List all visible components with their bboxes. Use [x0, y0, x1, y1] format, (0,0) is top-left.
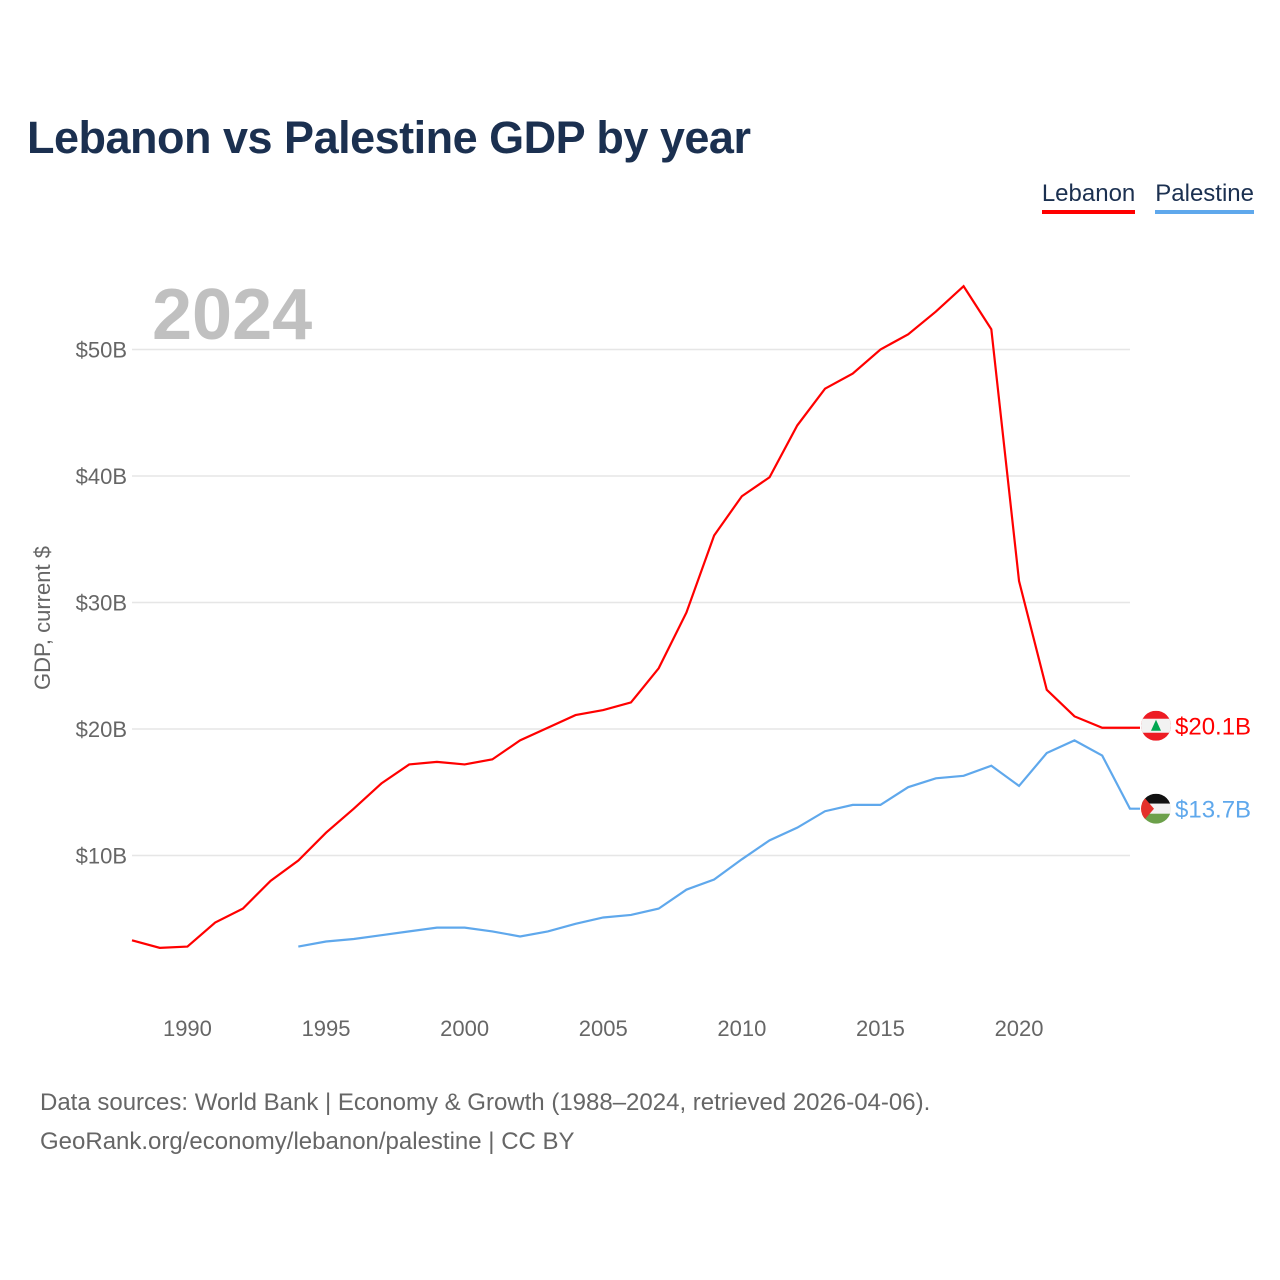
- footer: Data sources: World Bank | Economy & Gro…: [40, 1083, 930, 1161]
- y-tick-label: $20B: [76, 717, 127, 742]
- flag-body: [1141, 793, 1171, 824]
- y-tick-label: $10B: [76, 844, 127, 869]
- flag-stripe: [1141, 803, 1171, 814]
- year-watermark: 2024: [152, 275, 312, 355]
- x-tick-label: 2005: [579, 1016, 628, 1041]
- x-tick-label: 2020: [995, 1016, 1044, 1041]
- flag-lebanon-icon: [1141, 710, 1171, 741]
- series-line-lebanon: [131, 284, 1140, 949]
- x-tick-label: 1990: [163, 1016, 212, 1041]
- flag-triangle: [1141, 793, 1154, 824]
- y-tick-label: $50B: [76, 338, 127, 363]
- x-tick-label: 2010: [717, 1016, 766, 1041]
- x-tick-label: 2000: [440, 1016, 489, 1041]
- legend: Lebanon Palestine: [1041, 180, 1254, 214]
- chart-title: Lebanon vs Palestine GDP by year: [27, 112, 751, 163]
- footer-link[interactable]: GeoRank.org/economy/lebanon/palestine | …: [40, 1128, 575, 1155]
- y-axis-label: GDP, current $: [30, 546, 55, 690]
- end-value-label-palestine: $13.7B: [1175, 797, 1251, 824]
- legend-lebanon[interactable]: Lebanon: [1041, 180, 1136, 214]
- y-tick-label: $40B: [76, 464, 127, 489]
- legend-palestine[interactable]: Palestine: [1155, 180, 1254, 214]
- x-tick-label: 1995: [302, 1016, 351, 1041]
- cedar-icon: [1151, 719, 1161, 731]
- flag-stripe: [1141, 793, 1171, 804]
- series-line-palestine: [298, 739, 1140, 948]
- flag-palestine-icon: [1141, 793, 1171, 824]
- y-tick-label: $30B: [76, 591, 127, 616]
- flag-stripe: [1141, 813, 1171, 824]
- x-tick-label: 2015: [856, 1016, 905, 1041]
- flag-body: [1141, 710, 1171, 741]
- footer-sources: Data sources: World Bank | Economy & Gro…: [40, 1089, 931, 1116]
- end-value-label-lebanon: $20.1B: [1175, 714, 1251, 741]
